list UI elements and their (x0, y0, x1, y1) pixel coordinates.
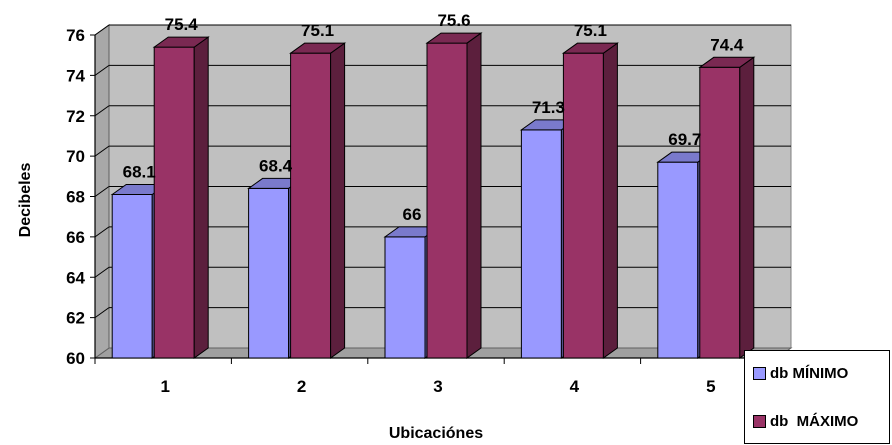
bar-side (602, 42, 618, 359)
bar-front (562, 52, 604, 359)
y-tick-label: 70 (66, 147, 85, 166)
bar (561, 42, 619, 359)
data-label: 66 (403, 205, 422, 224)
bars (110, 32, 756, 359)
data-labels: 68.1 75.4 68.4 75.1 66 75.6 71.3 75.1 69.7 74.4 (123, 11, 744, 224)
gridline-side (94, 24, 110, 36)
legend: db MÍNIMO db MÁXIMO (744, 350, 890, 444)
bar-front (153, 46, 195, 359)
gridline-side (94, 226, 110, 238)
bar-top (289, 42, 347, 54)
data-label: 75.6 (437, 11, 470, 30)
y-tick-label: 68 (66, 188, 85, 207)
bar (425, 32, 483, 359)
bar-front (426, 42, 468, 359)
data-label: 75.1 (574, 21, 607, 40)
bar-front (657, 161, 699, 359)
bar-top (698, 56, 756, 68)
y-tick-label: 76 (66, 26, 85, 45)
data-label: 69.7 (668, 130, 701, 149)
gridline-side (94, 307, 110, 319)
legend-item-max: db MÁXIMO (753, 413, 858, 430)
gridline-side (94, 64, 110, 76)
bar-front (248, 187, 290, 359)
bar-front (384, 236, 426, 359)
y-axis-title: Decibeles (17, 163, 34, 238)
bar-top (152, 36, 210, 48)
x-tick-label: 4 (570, 377, 580, 396)
bar-side (193, 36, 209, 359)
legend-label-min: db MÍNIMO (770, 365, 849, 382)
x-tick-label: 2 (297, 377, 306, 396)
gridline-side (94, 266, 110, 278)
x-tick-label: 1 (160, 377, 169, 396)
data-label: 71.3 (532, 98, 565, 117)
bar-side (330, 42, 346, 359)
data-label: 74.4 (710, 35, 744, 54)
bar (698, 56, 756, 359)
legend-item-min: db MÍNIMO (753, 365, 848, 382)
legend-label-max: db MÁXIMO (770, 413, 859, 430)
gridline-side (94, 186, 110, 197)
data-label: 75.1 (301, 21, 334, 40)
y-tick-label: 74 (66, 66, 85, 85)
bar (289, 42, 347, 359)
data-label: 68.4 (259, 156, 293, 175)
bar-front (290, 52, 332, 359)
y-tick-label: 66 (66, 228, 85, 247)
data-label: 68.1 (123, 162, 156, 181)
bar-top (561, 42, 619, 54)
gridline-side (94, 105, 110, 117)
tick-labels: 60 62 64 66 68 70 72 74 76 1 2 3 4 5 (66, 26, 715, 396)
data-label: 75.4 (165, 15, 199, 34)
bar (152, 36, 210, 359)
x-axis-title: Ubicaciónes (389, 425, 483, 442)
bar-side (466, 32, 482, 359)
bar-side (739, 56, 755, 359)
legend-swatch-min (753, 367, 766, 380)
y-tick-label: 64 (66, 268, 85, 287)
legend-swatch-max (753, 415, 766, 428)
x-tick-label: 3 (433, 377, 442, 396)
bar-front (520, 129, 562, 359)
y-tick-label: 62 (66, 309, 85, 328)
bar-top (425, 32, 483, 44)
y-tick-label: 60 (66, 349, 85, 368)
gridline-side (94, 145, 110, 157)
y-tick-label: 72 (66, 107, 85, 126)
bar-front (699, 66, 741, 359)
x-tick-label: 5 (706, 377, 715, 396)
bar-front (111, 193, 153, 359)
